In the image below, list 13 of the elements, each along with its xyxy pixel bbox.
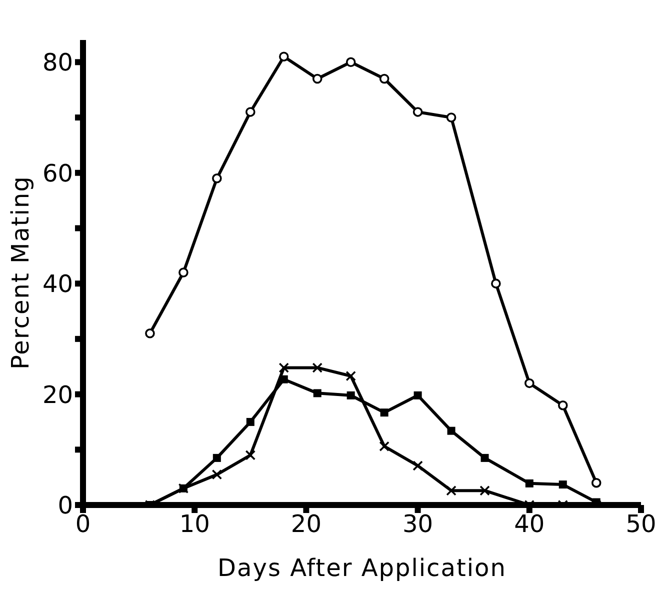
y-tick-label: 0: [58, 492, 73, 520]
y-axis-title: Percent Mating: [6, 176, 35, 370]
y-tick-label: 40: [42, 270, 73, 298]
x-tick-label: 50: [626, 510, 656, 538]
y-tick-label: 60: [42, 159, 73, 188]
x-axis-title: Days After Application: [218, 554, 506, 582]
x-tick-label: 10: [179, 510, 210, 538]
x-tick-label: 40: [514, 510, 545, 538]
y-tick-label: 80: [42, 48, 73, 77]
x-tick-label: 20: [290, 510, 322, 538]
x-tick-label: 0: [75, 510, 91, 538]
y-tick-label: 20: [42, 380, 73, 409]
x-tick-label: 30: [402, 510, 434, 538]
